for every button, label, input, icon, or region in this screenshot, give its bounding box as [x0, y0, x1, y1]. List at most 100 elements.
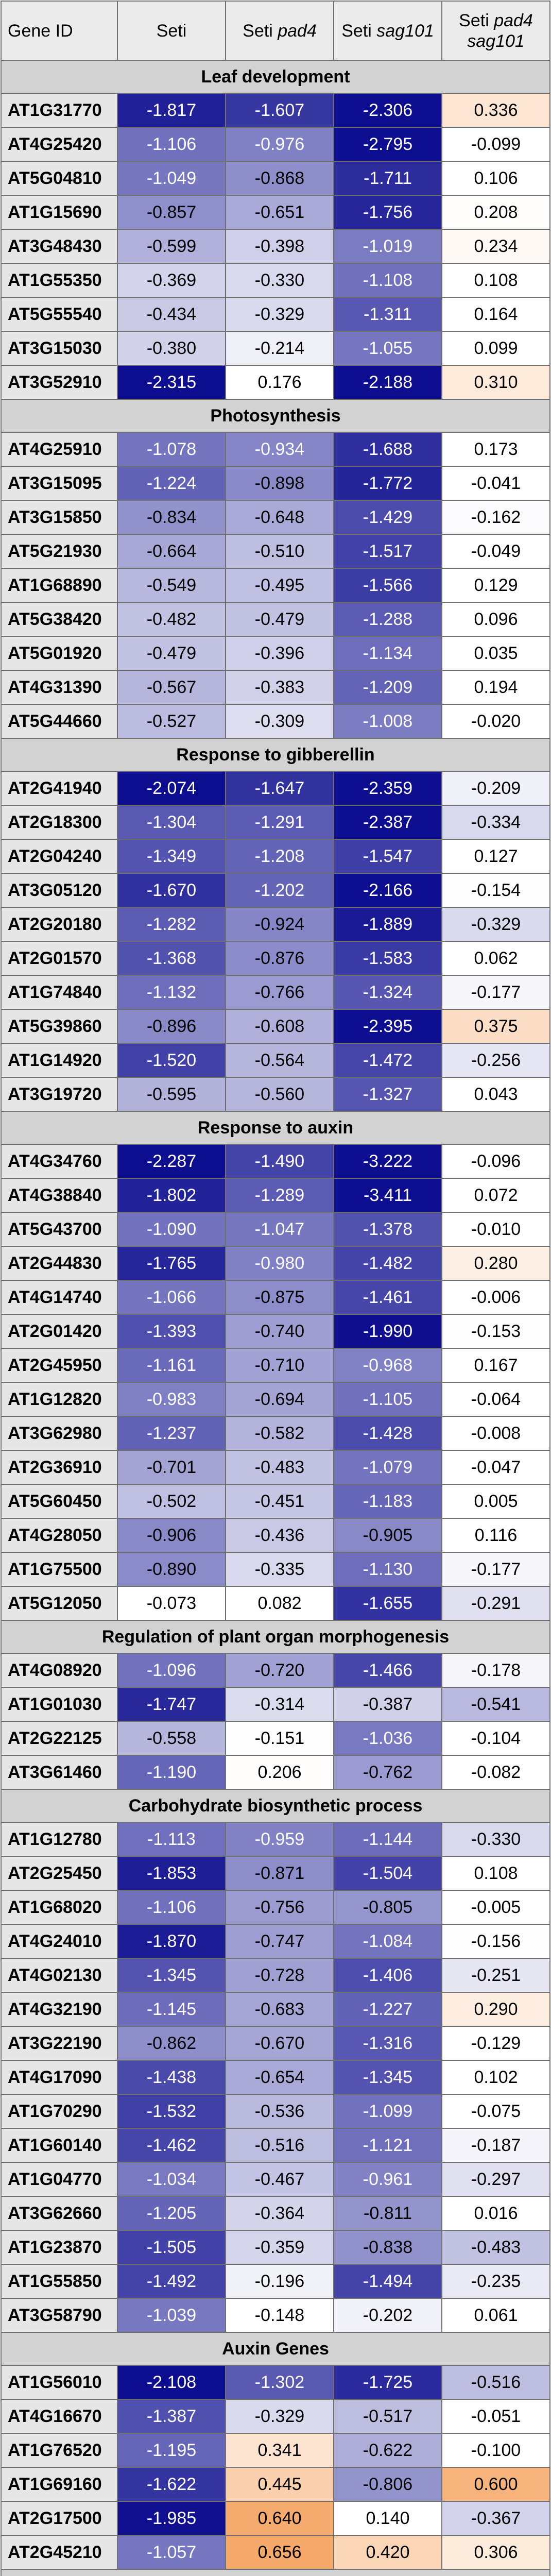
- table-row: AT2G45950 -1.161 -0.710 -0.968 0.167: [1, 1348, 550, 1383]
- gene-id-cell: AT4G31390: [1, 670, 118, 705]
- value-cell-seti: -1.853: [117, 1856, 226, 1891]
- value-cell-seti-pad4: -0.398: [225, 229, 334, 264]
- value-cell-seti-sag101: -1.655: [333, 1586, 442, 1621]
- value-cell-seti-pad4: -0.196: [225, 2264, 334, 2299]
- gene-id-cell: AT1G55350: [1, 263, 118, 298]
- value-cell-seti-pad4: -0.959: [225, 1822, 334, 1857]
- value-cell-seti: -1.096: [117, 1653, 226, 1688]
- value-cell-seti-pad4: -0.976: [225, 127, 334, 162]
- value-cell-seti-pad4: -0.651: [225, 195, 334, 230]
- gene-id-cell: AT1G23870: [1, 2230, 118, 2265]
- value-cell-seti-pad4: -0.329: [225, 297, 334, 332]
- value-cell-seti-pad4-sag101: -0.153: [441, 1314, 550, 1349]
- table-row: AT2G01420 -1.393 -0.740 -1.990 -0.153: [1, 1314, 550, 1349]
- gene-id-cell: AT1G68890: [1, 568, 118, 603]
- value-cell-seti-pad4-sag101: -0.010: [441, 1212, 550, 1247]
- value-cell-seti-sag101: -0.805: [333, 1890, 442, 1925]
- gene-id-cell: AT5G39860: [1, 1009, 118, 1044]
- table-row: AT4G25420 -1.106 -0.976 -2.795 -0.099: [1, 127, 550, 162]
- value-cell-seti-sag101: -0.811: [333, 2196, 442, 2231]
- gene-id-cell: AT3G15030: [1, 331, 118, 366]
- value-cell-seti-pad4-sag101: -0.329: [441, 907, 550, 942]
- value-cell-seti: -1.106: [117, 1890, 226, 1925]
- value-cell-seti-pad4: -0.560: [225, 1077, 334, 1112]
- value-cell-seti-pad4-sag101: 0.375: [441, 1009, 550, 1044]
- value-cell-seti: -2.108: [117, 2365, 226, 2400]
- table-row: AT1G01030 -1.747 -0.314 -0.387 -0.541: [1, 1687, 550, 1722]
- header-seti-pad4-sag101-mutant-1: pad4: [494, 10, 533, 30]
- value-cell-seti-pad4-sag101: -0.187: [441, 2128, 550, 2163]
- value-cell-seti-pad4-sag101: 0.234: [441, 229, 550, 264]
- value-cell-seti-sag101: -0.968: [333, 1348, 442, 1383]
- value-cell-seti-pad4: -1.490: [225, 1144, 334, 1179]
- table-row: AT3G05120 -1.670 -1.202 -2.166 -0.154: [1, 873, 550, 908]
- value-cell-seti-sag101: -1.725: [333, 2365, 442, 2400]
- value-cell-seti-pad4-sag101: 0.167: [441, 1348, 550, 1383]
- value-cell-seti-sag101: -1.121: [333, 2128, 442, 2163]
- value-cell-seti: -2.074: [117, 771, 226, 806]
- gene-id-cell: AT1G31770: [1, 93, 118, 128]
- gene-id-cell: AT4G28050: [1, 1518, 118, 1553]
- value-cell-seti-sag101: -1.288: [333, 602, 442, 637]
- category-row: Response to gibberellin: [1, 738, 550, 772]
- gene-id-cell: AT4G34760: [1, 1144, 118, 1179]
- value-cell-seti: -1.492: [117, 2264, 226, 2299]
- value-cell-seti-sag101: -1.084: [333, 1924, 442, 1959]
- header-seti-sag101-label: Seti: [341, 21, 377, 41]
- value-cell-seti-pad4: -0.479: [225, 602, 334, 637]
- gene-id-cell: AT5G12050: [1, 1586, 118, 1621]
- table-row: AT3G15095 -1.224 -0.898 -1.772 -0.041: [1, 466, 550, 501]
- value-cell-seti-pad4-sag101: -0.235: [441, 2264, 550, 2299]
- category-row: Leaf development: [1, 60, 550, 94]
- gene-id-cell: AT2G25450: [1, 1856, 118, 1891]
- value-cell-seti-pad4: 0.445: [225, 2467, 334, 2502]
- value-cell-seti-pad4: -0.924: [225, 907, 334, 942]
- value-cell-seti-pad4: -1.647: [225, 771, 334, 806]
- table-row: AT5G39860 -0.896 -0.608 -2.395 0.375: [1, 1009, 550, 1044]
- value-cell-seti: -0.664: [117, 534, 226, 569]
- value-cell-seti: -1.161: [117, 1348, 226, 1383]
- table-row: AT4G14740 -1.066 -0.875 -1.461 -0.006: [1, 1280, 550, 1315]
- value-cell-seti-pad4-sag101: -0.008: [441, 1416, 550, 1451]
- gene-id-cell: AT1G55850: [1, 2264, 118, 2299]
- value-cell-seti: -0.567: [117, 670, 226, 705]
- value-cell-seti-sag101: -1.345: [333, 2060, 442, 2095]
- value-cell-seti-pad4: 0.176: [225, 365, 334, 400]
- header-seti-pad4-mutant: pad4: [278, 21, 317, 41]
- value-cell-seti-pad4: -0.747: [225, 1924, 334, 1959]
- value-cell-seti-pad4: -0.683: [225, 1992, 334, 2027]
- value-cell-seti-sag101: -1.547: [333, 839, 442, 874]
- value-cell-seti-sag101: -1.079: [333, 1450, 442, 1485]
- table-row: AT3G62980 -1.237 -0.582 -1.428 -0.008: [1, 1416, 550, 1451]
- table-row: AT1G55350 -0.369 -0.330 -1.108 0.108: [1, 263, 550, 298]
- value-cell-seti: -1.049: [117, 161, 226, 196]
- value-cell-seti-sag101: -1.134: [333, 636, 442, 671]
- value-cell-seti: -1.034: [117, 2162, 226, 2197]
- value-cell-seti-pad4-sag101: 0.173: [441, 432, 550, 467]
- table-row: AT1G60140 -1.462 -0.516 -1.121 -0.187: [1, 2128, 550, 2163]
- value-cell-seti-pad4: -0.868: [225, 161, 334, 196]
- value-cell-seti-pad4-sag101: -0.178: [441, 1653, 550, 1688]
- value-cell-seti: -0.599: [117, 229, 226, 264]
- value-cell-seti-pad4-sag101: -0.291: [441, 1586, 550, 1621]
- value-cell-seti-pad4: -0.483: [225, 1450, 334, 1485]
- gene-id-cell: AT1G69160: [1, 2467, 118, 2502]
- value-cell-seti-sag101: 0.140: [333, 2501, 442, 2536]
- value-cell-seti-pad4: -0.309: [225, 704, 334, 739]
- value-cell-seti-sag101: -3.222: [333, 1144, 442, 1179]
- gene-id-cell: AT5G44660: [1, 704, 118, 739]
- gene-id-cell: AT3G62660: [1, 2196, 118, 2231]
- value-cell-seti-sag101: -2.395: [333, 1009, 442, 1044]
- value-cell-seti: -1.817: [117, 93, 226, 128]
- table-row: AT1G12780 -1.113 -0.959 -1.144 -0.330: [1, 1822, 550, 1857]
- value-cell-seti-sag101: -1.311: [333, 297, 442, 332]
- table-row: AT3G62660 -1.205 -0.364 -0.811 0.016: [1, 2196, 550, 2231]
- value-cell-seti-pad4-sag101: -0.020: [441, 704, 550, 739]
- value-cell-seti-sag101: -1.889: [333, 907, 442, 942]
- value-cell-seti-pad4-sag101: -0.516: [441, 2365, 550, 2400]
- table-row: AT2G41940 -2.074 -1.647 -2.359 -0.209: [1, 771, 550, 806]
- value-cell-seti-sag101: -0.961: [333, 2162, 442, 2197]
- value-cell-seti: -0.369: [117, 263, 226, 298]
- gene-id-cell: AT3G58790: [1, 2298, 118, 2333]
- value-cell-seti-pad4: -0.330: [225, 263, 334, 298]
